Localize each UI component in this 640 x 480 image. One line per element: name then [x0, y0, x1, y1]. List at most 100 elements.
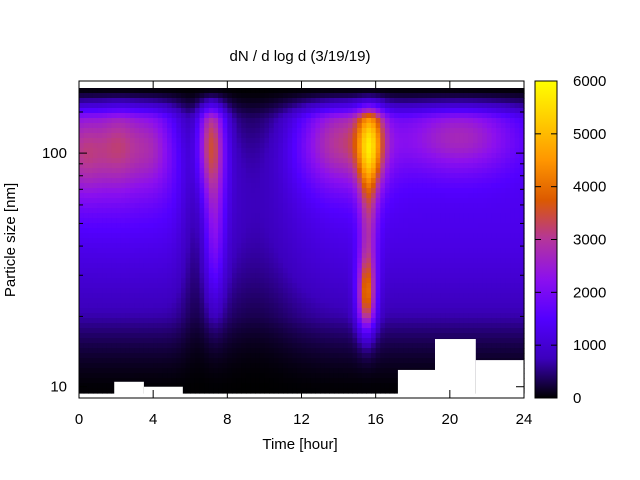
- heatmap-cell: [134, 343, 140, 349]
- heatmap-cell: [412, 103, 418, 109]
- heatmap-cell: [394, 108, 400, 114]
- heatmap-cell: [519, 253, 525, 259]
- heatmap-cell: [255, 203, 261, 209]
- heatmap-cell: [496, 153, 502, 159]
- heatmap-cell: [139, 328, 145, 334]
- heatmap-cell: [190, 213, 196, 219]
- heatmap-cell: [106, 178, 113, 184]
- heatmap-cell: [357, 153, 363, 159]
- heatmap-cell: [440, 123, 446, 129]
- heatmap-cell: [375, 238, 381, 244]
- heatmap-cell: [482, 168, 488, 174]
- heatmap-cell: [510, 303, 516, 309]
- heatmap-cell: [143, 218, 150, 224]
- heatmap-cell: [199, 263, 205, 269]
- heatmap-cell: [213, 238, 219, 244]
- heatmap-cell: [292, 138, 298, 144]
- heatmap-cell: [333, 173, 340, 179]
- heatmap-cell: [218, 243, 224, 249]
- heatmap-cell: [510, 123, 516, 129]
- heatmap-cell: [250, 223, 256, 229]
- heatmap-cell: [102, 303, 108, 309]
- heatmap-cell: [463, 313, 469, 319]
- heatmap-cell: [320, 178, 326, 184]
- heatmap-cell: [282, 103, 289, 109]
- heatmap-cell: [190, 208, 196, 214]
- heatmap-cell: [180, 323, 187, 329]
- heatmap-cell: [199, 128, 205, 134]
- heatmap-cell: [190, 88, 196, 94]
- heatmap-cell: [514, 263, 520, 269]
- heatmap-cell: [111, 203, 117, 209]
- heatmap-cell: [435, 328, 442, 334]
- heatmap-cell: [176, 188, 182, 194]
- heatmap-cell: [185, 188, 191, 194]
- heatmap-cell: [403, 328, 409, 334]
- heatmap-cell: [83, 128, 89, 134]
- heatmap-cell: [371, 318, 377, 324]
- heatmap-cell: [417, 93, 423, 99]
- heatmap-cell: [111, 178, 117, 184]
- heatmap-cell: [310, 103, 317, 109]
- heatmap-cell: [352, 88, 358, 94]
- heatmap-cell: [153, 123, 159, 129]
- heatmap-cell: [366, 138, 372, 144]
- heatmap-cell: [315, 203, 321, 209]
- heatmap-cell: [222, 253, 228, 259]
- heatmap-cell: [157, 93, 164, 99]
- heatmap-cell: [129, 303, 136, 309]
- heatmap-cell: [264, 273, 270, 279]
- heatmap-cell: [79, 193, 85, 199]
- heatmap-cell: [194, 123, 201, 129]
- heatmap-cell: [120, 103, 126, 109]
- heatmap-cell: [422, 333, 428, 339]
- heatmap-cell: [454, 138, 460, 144]
- heatmap-cell: [231, 103, 238, 109]
- heatmap-cell: [482, 338, 488, 344]
- heatmap-cell: [380, 158, 386, 164]
- heatmap-cell: [227, 213, 233, 219]
- heatmap-cell: [83, 268, 89, 274]
- heatmap-cell: [241, 148, 247, 154]
- heatmap-cell: [486, 313, 493, 319]
- heatmap-cell: [97, 138, 103, 144]
- heatmap-cell: [454, 153, 460, 159]
- heatmap-cell: [347, 93, 354, 99]
- heatmap-cell: [431, 173, 437, 179]
- heatmap-cell: [282, 153, 289, 159]
- heatmap-cell: [310, 128, 317, 134]
- heatmap-cell: [236, 308, 242, 314]
- heatmap-cell: [102, 148, 108, 154]
- heatmap-cell: [190, 233, 196, 239]
- heatmap-cell: [222, 113, 228, 119]
- heatmap-cell: [180, 308, 187, 314]
- heatmap-cell: [333, 268, 340, 274]
- heatmap-cell: [510, 153, 516, 159]
- heatmap-cell: [496, 268, 502, 274]
- heatmap-cell: [380, 248, 386, 254]
- heatmap-cell: [486, 183, 493, 189]
- heatmap-cell: [338, 198, 344, 204]
- heatmap-cell: [333, 273, 340, 279]
- heatmap-cell: [245, 88, 252, 94]
- heatmap-cell: [505, 233, 511, 239]
- heatmap-cell: [301, 228, 307, 234]
- heatmap-cell: [227, 268, 233, 274]
- heatmap-cell: [329, 268, 335, 274]
- heatmap-cell: [227, 138, 233, 144]
- heatmap-cell: [250, 158, 256, 164]
- heatmap-cell: [454, 103, 460, 109]
- heatmap-cell: [255, 328, 261, 334]
- heatmap-cell: [347, 273, 354, 279]
- heatmap-cell: [180, 213, 187, 219]
- heatmap-cell: [445, 318, 451, 324]
- heatmap-cell: [157, 148, 164, 154]
- heatmap-cell: [486, 93, 493, 99]
- heatmap-cell: [459, 243, 465, 249]
- heatmap-cell: [491, 113, 497, 119]
- heatmap-cell: [389, 108, 395, 114]
- heatmap-cell: [167, 253, 173, 259]
- heatmap-cell: [143, 133, 150, 139]
- heatmap-cell: [129, 243, 136, 249]
- heatmap-cell: [222, 98, 228, 104]
